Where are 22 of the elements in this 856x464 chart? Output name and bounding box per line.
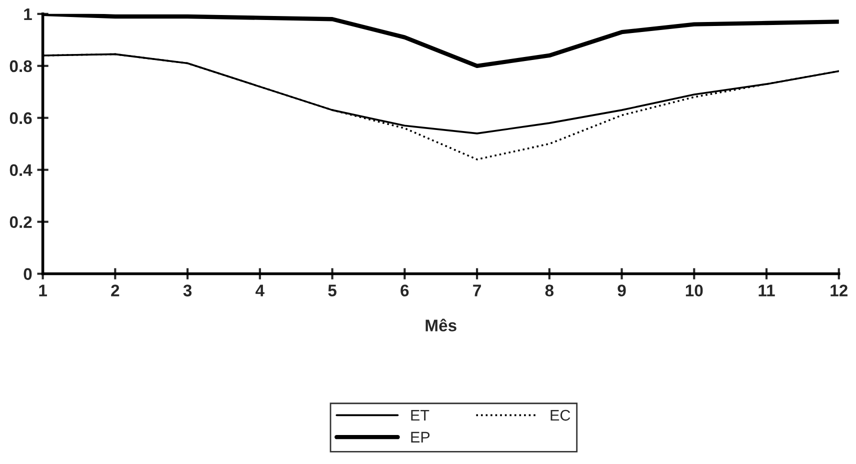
y-tick-label: 0 xyxy=(24,268,32,280)
x-tick-label: 3 xyxy=(183,284,192,296)
x-tick-label: 1 xyxy=(39,284,47,296)
x-tick-label: 12 xyxy=(830,284,848,296)
x-tick-label: 4 xyxy=(256,284,264,296)
x-tick-label: 2 xyxy=(111,284,120,296)
x-tick-label: 7 xyxy=(473,284,481,296)
legend-label: ET xyxy=(411,410,430,421)
x-tick-label: 6 xyxy=(400,284,409,296)
legend-label: EC xyxy=(550,410,570,421)
x-axis-title: Mês xyxy=(426,318,456,332)
x-tick-label: 8 xyxy=(545,284,554,296)
y-tick-label: 0.4 xyxy=(10,164,32,176)
x-tick-label: 5 xyxy=(328,284,336,296)
x-tick-label: 10 xyxy=(686,284,703,296)
y-tick-label: 1 xyxy=(24,8,32,20)
y-tick-label: 0.8 xyxy=(10,60,32,72)
y-tick-label: 0.2 xyxy=(10,216,32,228)
y-tick-label: 0.6 xyxy=(10,112,32,124)
x-tick-label: 11 xyxy=(758,284,775,296)
legend-label: EP xyxy=(411,432,430,442)
x-tick-label: 9 xyxy=(618,284,626,296)
